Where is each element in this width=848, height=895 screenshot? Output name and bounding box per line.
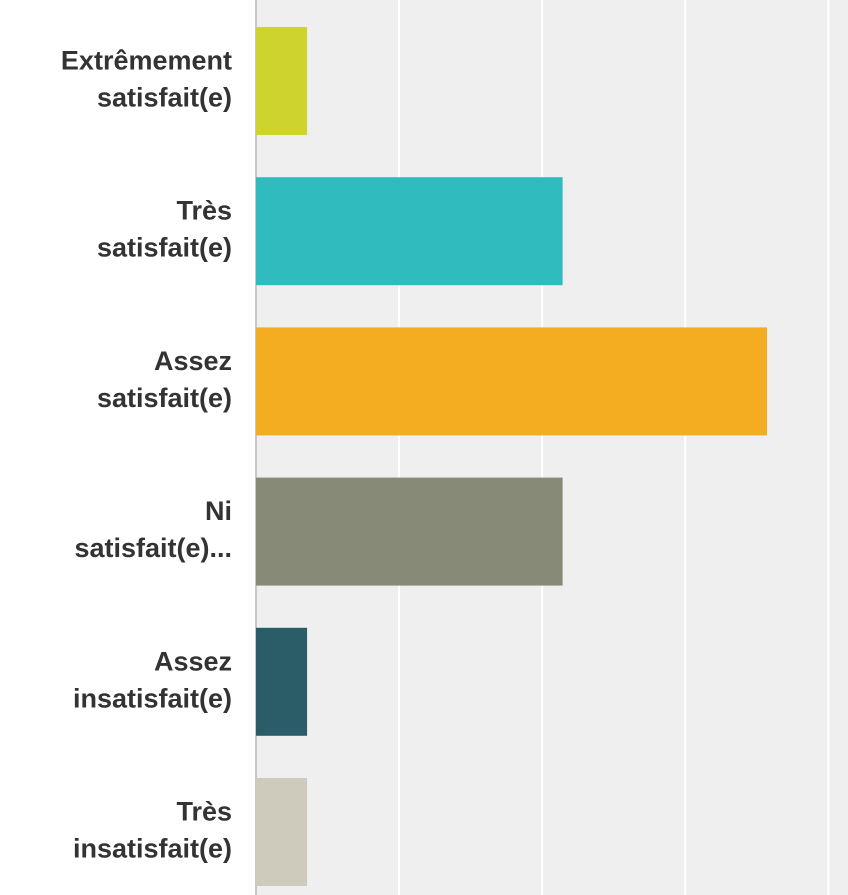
bar-6[interactable]	[256, 778, 308, 886]
gridlines	[398, 0, 830, 895]
category-label-line: Ni	[205, 496, 232, 526]
category-label-line: insatisfait(e)	[73, 834, 232, 864]
category-label-3: Assez satisfait(e)	[97, 346, 232, 413]
category-label-line: Extrêmement	[61, 46, 232, 76]
bar-4[interactable]	[256, 477, 563, 586]
category-label-line: satisfait(e)...	[74, 533, 232, 563]
bars	[256, 27, 767, 886]
category-label-line: Très	[176, 196, 232, 226]
plot-background	[256, 0, 848, 895]
category-label-line: satisfait(e)	[97, 233, 232, 263]
bar-3[interactable]	[256, 327, 767, 436]
category-labels: Extrêmement satisfait(e)Très satisfait(e)A…	[61, 46, 232, 864]
category-label-1: Extrêmement satisfait(e)	[61, 46, 232, 113]
category-label-5: Assez insatisfait(e)	[73, 646, 232, 713]
category-label-line: Très	[176, 797, 232, 827]
category-label-4: Ni satisfait(e)...	[74, 496, 232, 563]
category-label-line: insatisfait(e)	[73, 683, 232, 713]
category-label-line: Assez	[154, 646, 232, 676]
bar-1[interactable]	[256, 27, 308, 135]
category-label-2: Très satisfait(e)	[97, 196, 232, 263]
category-label-line: satisfait(e)	[97, 383, 232, 413]
bar-2[interactable]	[256, 177, 563, 286]
category-label-6: Très insatisfait(e)	[73, 797, 232, 864]
category-label-line: Assez	[154, 346, 232, 376]
bar-5[interactable]	[256, 627, 308, 736]
category-label-line: satisfait(e)	[97, 83, 232, 113]
